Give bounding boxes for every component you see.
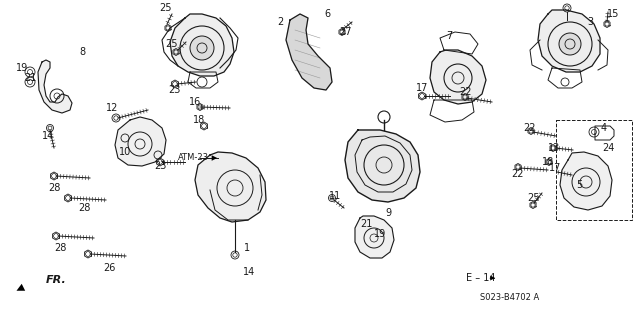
Text: 28: 28 bbox=[48, 183, 60, 193]
Text: 13: 13 bbox=[548, 143, 560, 153]
Text: 5: 5 bbox=[576, 180, 582, 190]
Text: S023-B4702 A: S023-B4702 A bbox=[481, 293, 540, 302]
Polygon shape bbox=[430, 50, 486, 104]
Text: 18: 18 bbox=[542, 157, 554, 167]
Polygon shape bbox=[355, 216, 394, 258]
Text: FR.: FR. bbox=[46, 275, 67, 285]
Polygon shape bbox=[286, 14, 332, 90]
Text: 16: 16 bbox=[189, 97, 201, 107]
Polygon shape bbox=[195, 152, 266, 222]
Text: 4: 4 bbox=[601, 123, 607, 133]
Text: 28: 28 bbox=[78, 203, 90, 213]
Text: 19: 19 bbox=[374, 229, 386, 239]
Text: 2: 2 bbox=[277, 17, 283, 27]
Text: 14: 14 bbox=[42, 131, 54, 141]
Text: 27: 27 bbox=[339, 27, 351, 37]
Text: 23: 23 bbox=[168, 85, 180, 95]
Text: 8: 8 bbox=[79, 47, 85, 57]
Text: 28: 28 bbox=[54, 243, 66, 253]
Text: 17: 17 bbox=[549, 163, 561, 173]
Text: 7: 7 bbox=[446, 31, 452, 41]
Text: 11: 11 bbox=[329, 191, 341, 201]
Text: 18: 18 bbox=[193, 115, 205, 125]
Text: E – 14: E – 14 bbox=[466, 273, 495, 283]
Text: 17: 17 bbox=[416, 83, 428, 93]
Bar bbox=[556, 120, 632, 220]
Text: 1: 1 bbox=[244, 243, 250, 253]
Text: 12: 12 bbox=[106, 103, 118, 113]
Text: 6: 6 bbox=[324, 9, 330, 19]
Polygon shape bbox=[560, 152, 612, 210]
Circle shape bbox=[559, 33, 581, 55]
Text: 9: 9 bbox=[385, 208, 391, 218]
Text: 15: 15 bbox=[607, 9, 619, 19]
Text: 22: 22 bbox=[524, 123, 536, 133]
Text: 21: 21 bbox=[24, 73, 36, 83]
Polygon shape bbox=[170, 14, 234, 76]
Text: 21: 21 bbox=[360, 219, 372, 229]
Text: 14: 14 bbox=[243, 267, 255, 277]
Polygon shape bbox=[538, 10, 600, 72]
Text: 26: 26 bbox=[103, 263, 115, 273]
Circle shape bbox=[190, 36, 214, 60]
Text: 22: 22 bbox=[511, 169, 524, 179]
Text: 25: 25 bbox=[159, 3, 172, 13]
Polygon shape bbox=[345, 130, 420, 202]
Text: 23: 23 bbox=[154, 161, 166, 171]
Text: 22: 22 bbox=[460, 87, 472, 97]
Text: 19: 19 bbox=[16, 63, 28, 73]
Text: 10: 10 bbox=[119, 147, 131, 157]
Text: ATM-23: ATM-23 bbox=[177, 153, 209, 162]
Text: 25: 25 bbox=[166, 39, 179, 49]
Text: 25: 25 bbox=[527, 193, 540, 203]
Polygon shape bbox=[38, 60, 72, 113]
Text: 3: 3 bbox=[587, 17, 593, 27]
Polygon shape bbox=[115, 117, 166, 166]
Text: 24: 24 bbox=[602, 143, 614, 153]
